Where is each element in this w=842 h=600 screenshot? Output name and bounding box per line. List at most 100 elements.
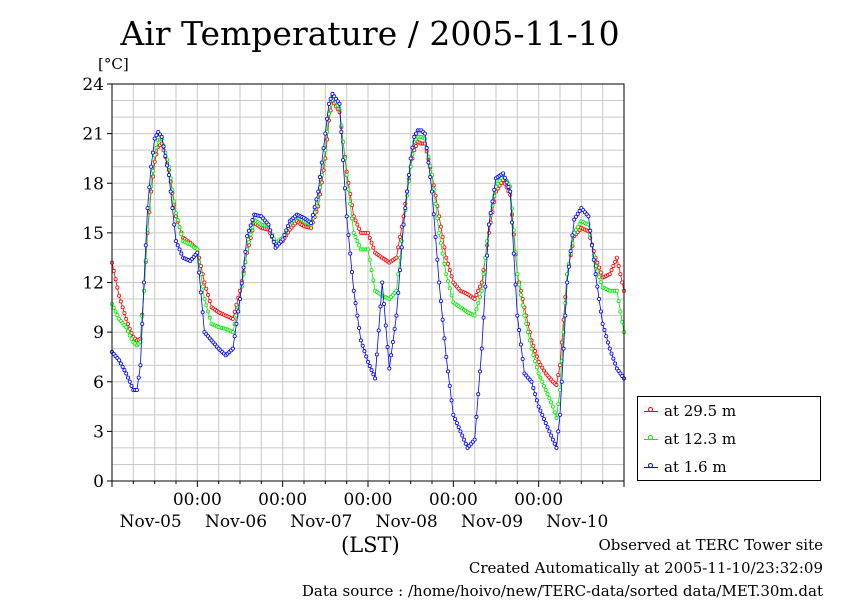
data-point — [385, 345, 390, 350]
data-point — [367, 364, 372, 369]
data-point — [437, 280, 442, 285]
data-point — [410, 145, 415, 150]
data-point — [237, 297, 242, 302]
data-point — [520, 357, 525, 362]
legend-swatch-29-5m — [644, 404, 658, 418]
data-point — [357, 325, 362, 330]
data-point — [607, 272, 612, 277]
data-point — [124, 316, 129, 321]
data-point — [481, 315, 486, 320]
footer-data-source: Data source : /home/hoivo/new/TERC-data/… — [301, 582, 823, 600]
data-point — [550, 404, 555, 409]
data-point — [126, 329, 131, 334]
data-point — [424, 146, 429, 151]
data-point — [506, 184, 511, 189]
data-point — [232, 309, 237, 314]
data-point — [442, 261, 447, 266]
data-point — [357, 243, 362, 248]
data-point — [284, 228, 289, 233]
data-point — [197, 270, 202, 275]
data-point — [202, 297, 207, 302]
data-point — [549, 400, 554, 405]
data-point — [367, 235, 372, 240]
data-point — [346, 232, 351, 237]
data-point — [552, 410, 557, 415]
data-point — [344, 172, 349, 177]
data-point — [129, 383, 134, 388]
data-point — [126, 375, 131, 380]
data-point — [563, 313, 568, 318]
data-point — [447, 286, 452, 291]
data-point — [449, 293, 454, 298]
data-point — [547, 396, 552, 401]
data-point — [602, 328, 607, 333]
data-point — [353, 235, 358, 240]
data-point — [172, 222, 177, 227]
data-point — [326, 101, 331, 106]
data-point — [598, 280, 603, 285]
data-point — [207, 299, 212, 304]
data-point — [570, 233, 575, 238]
data-point — [362, 349, 367, 354]
data-point — [120, 364, 125, 369]
x-date-label: Nov-05 — [120, 512, 182, 532]
legend-item-29-5m: at 29.5 m — [644, 401, 736, 421]
data-point — [442, 336, 447, 341]
data-point — [113, 309, 118, 314]
data-point — [474, 414, 479, 419]
data-point — [533, 349, 538, 354]
data-point — [515, 272, 520, 277]
data-point — [380, 280, 385, 285]
data-point — [353, 218, 358, 223]
data-point — [269, 234, 274, 239]
data-point — [472, 437, 477, 442]
data-point — [575, 211, 580, 216]
data-point — [150, 168, 155, 173]
data-point — [115, 285, 120, 290]
data-point — [485, 253, 490, 258]
data-point — [577, 222, 582, 227]
data-point — [527, 338, 532, 343]
data-point — [531, 352, 536, 357]
data-point — [445, 279, 450, 284]
data-point — [141, 280, 146, 285]
data-point — [536, 371, 541, 376]
data-point — [606, 340, 611, 345]
data-point — [230, 316, 235, 321]
data-point — [552, 441, 557, 446]
data-point — [542, 368, 547, 373]
data-point — [165, 163, 170, 168]
data-point — [348, 251, 353, 256]
data-point — [127, 333, 132, 338]
data-point — [549, 433, 554, 438]
data-point — [575, 225, 580, 230]
data-point — [611, 356, 616, 361]
data-point — [113, 277, 118, 282]
data-point — [159, 134, 164, 139]
chart-title: Air Temperature / 2005-11-10 — [120, 14, 620, 53]
data-point — [179, 251, 184, 256]
y-tick-label: 6 — [93, 373, 104, 393]
data-point — [540, 365, 545, 370]
data-point — [558, 412, 563, 417]
data-point — [399, 245, 404, 250]
data-point — [413, 144, 418, 149]
data-point — [154, 145, 159, 150]
data-point — [476, 301, 481, 306]
data-point — [392, 326, 397, 331]
data-point — [463, 441, 468, 446]
data-point — [129, 336, 134, 341]
data-point — [616, 263, 621, 268]
y-tick-label: 15 — [82, 224, 104, 244]
data-point — [145, 206, 150, 211]
data-point — [202, 280, 207, 285]
data-point — [246, 228, 251, 233]
data-point — [440, 317, 445, 322]
data-point — [604, 334, 609, 339]
data-point — [321, 146, 326, 151]
data-point — [595, 269, 600, 274]
legend-label-1-6m: at 1.6 m — [664, 458, 727, 476]
data-point — [508, 189, 513, 194]
data-point — [556, 429, 561, 434]
